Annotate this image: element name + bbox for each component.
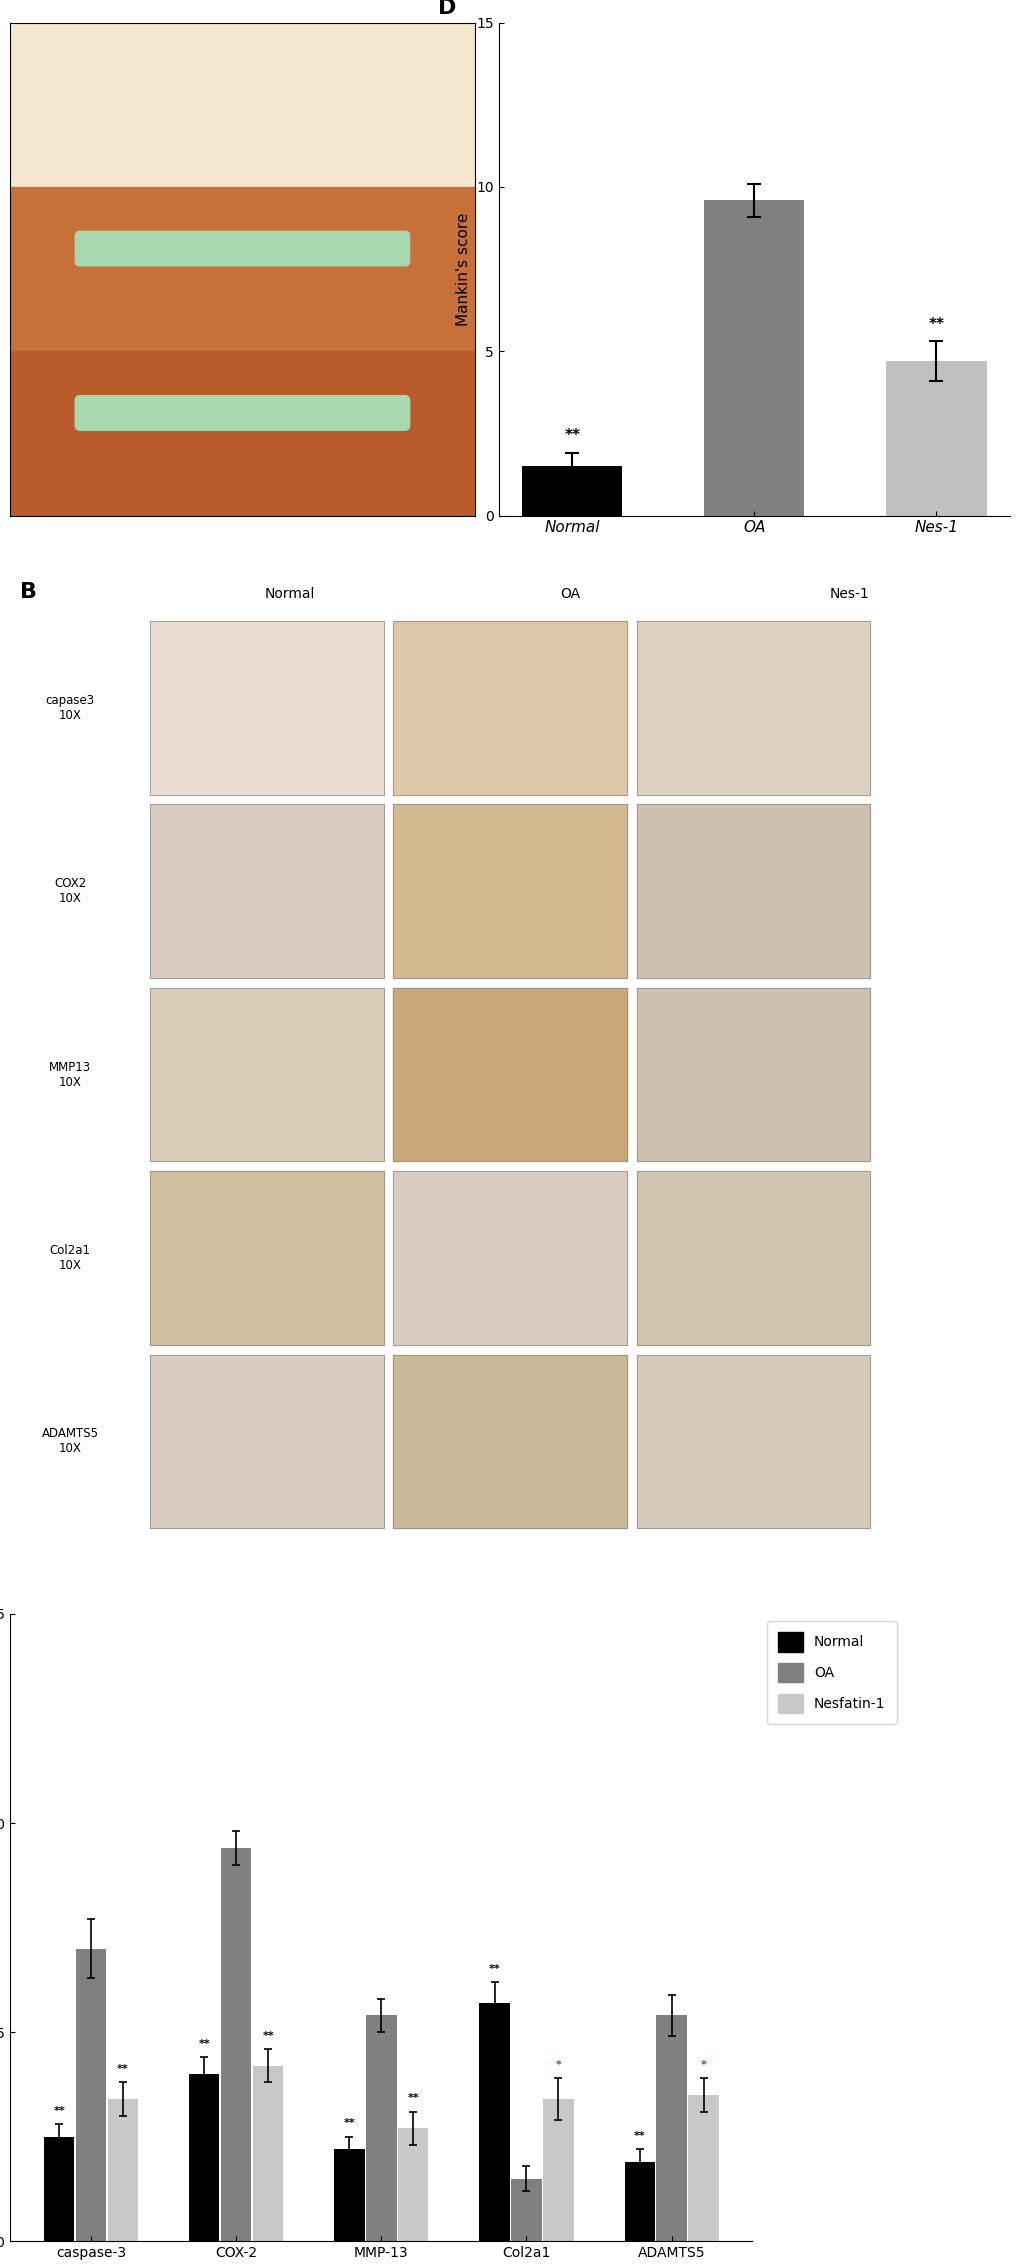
Text: Col2a1
10X: Col2a1 10X (50, 1243, 91, 1272)
Bar (636, 620, 869, 795)
Bar (688, 2094, 718, 2241)
Bar (886, 362, 985, 516)
Bar (150, 1354, 383, 1528)
Text: ADAMTS5
10X: ADAMTS5 10X (42, 1426, 99, 1456)
Bar (75, 1949, 106, 2241)
Bar (636, 620, 869, 795)
Bar (150, 987, 383, 1161)
Text: *: * (700, 2060, 706, 2069)
Text: OA: OA (559, 586, 580, 600)
Bar (334, 2149, 364, 2241)
Bar (397, 2128, 428, 2241)
FancyBboxPatch shape (75, 231, 410, 265)
Text: Nes-1: Nes-1 (829, 586, 869, 600)
Bar (624, 2162, 654, 2241)
Text: **: ** (407, 2094, 419, 2103)
Bar (636, 1354, 869, 1528)
Text: **: ** (262, 2031, 274, 2040)
Text: **: ** (488, 1963, 500, 1974)
Bar (522, 466, 622, 516)
Y-axis label: Mankin's score: Mankin's score (455, 213, 471, 326)
Bar (108, 2099, 138, 2241)
Text: capase3
10X: capase3 10X (46, 693, 95, 722)
FancyBboxPatch shape (75, 559, 410, 595)
Bar (393, 1354, 627, 1528)
Bar (253, 2065, 283, 2241)
Text: MMP13
10X: MMP13 10X (49, 1060, 91, 1089)
Bar (150, 987, 383, 1161)
Text: B: B (20, 582, 37, 602)
Bar (150, 620, 383, 795)
Text: **: ** (343, 2119, 355, 2128)
Text: COX2
10X: COX2 10X (54, 876, 87, 906)
Bar (543, 2099, 573, 2241)
Bar (10, 188, 474, 351)
Text: **: ** (53, 2106, 65, 2117)
Bar (150, 804, 383, 978)
Legend: Normal, OA, Nesfatin-1: Normal, OA, Nesfatin-1 (766, 1621, 896, 1725)
Bar (479, 2004, 510, 2241)
Bar (44, 2137, 74, 2241)
Bar (636, 1170, 869, 1345)
Bar (150, 1170, 383, 1345)
Bar (656, 2015, 686, 2241)
Bar (150, 620, 383, 795)
Bar (393, 1170, 627, 1345)
Bar (393, 1170, 627, 1345)
Text: **: ** (633, 2130, 645, 2142)
Bar (703, 199, 804, 516)
Bar (189, 2074, 219, 2241)
Text: Normal: Normal (265, 586, 315, 600)
Bar (393, 804, 627, 978)
Bar (221, 1847, 251, 2241)
Bar (393, 620, 627, 795)
Bar (393, 1354, 627, 1528)
Bar (150, 804, 383, 978)
Text: D: D (437, 0, 455, 18)
Bar (636, 1170, 869, 1345)
Bar (393, 620, 627, 795)
Bar (366, 2015, 396, 2241)
Bar (393, 987, 627, 1161)
Bar (10, 516, 474, 679)
Bar (636, 1354, 869, 1528)
Text: **: ** (927, 317, 944, 331)
Bar (636, 804, 869, 978)
Bar (150, 1354, 383, 1528)
Bar (636, 987, 869, 1161)
Bar (10, 351, 474, 516)
Text: **: ** (198, 2040, 210, 2049)
Bar (636, 804, 869, 978)
FancyBboxPatch shape (75, 396, 410, 430)
Bar (393, 987, 627, 1161)
Bar (150, 1170, 383, 1345)
Text: *: * (555, 2060, 560, 2069)
Text: **: ** (564, 428, 580, 444)
Bar (393, 804, 627, 978)
Bar (511, 2178, 541, 2241)
Bar (636, 987, 869, 1161)
Text: **: ** (117, 2065, 128, 2074)
